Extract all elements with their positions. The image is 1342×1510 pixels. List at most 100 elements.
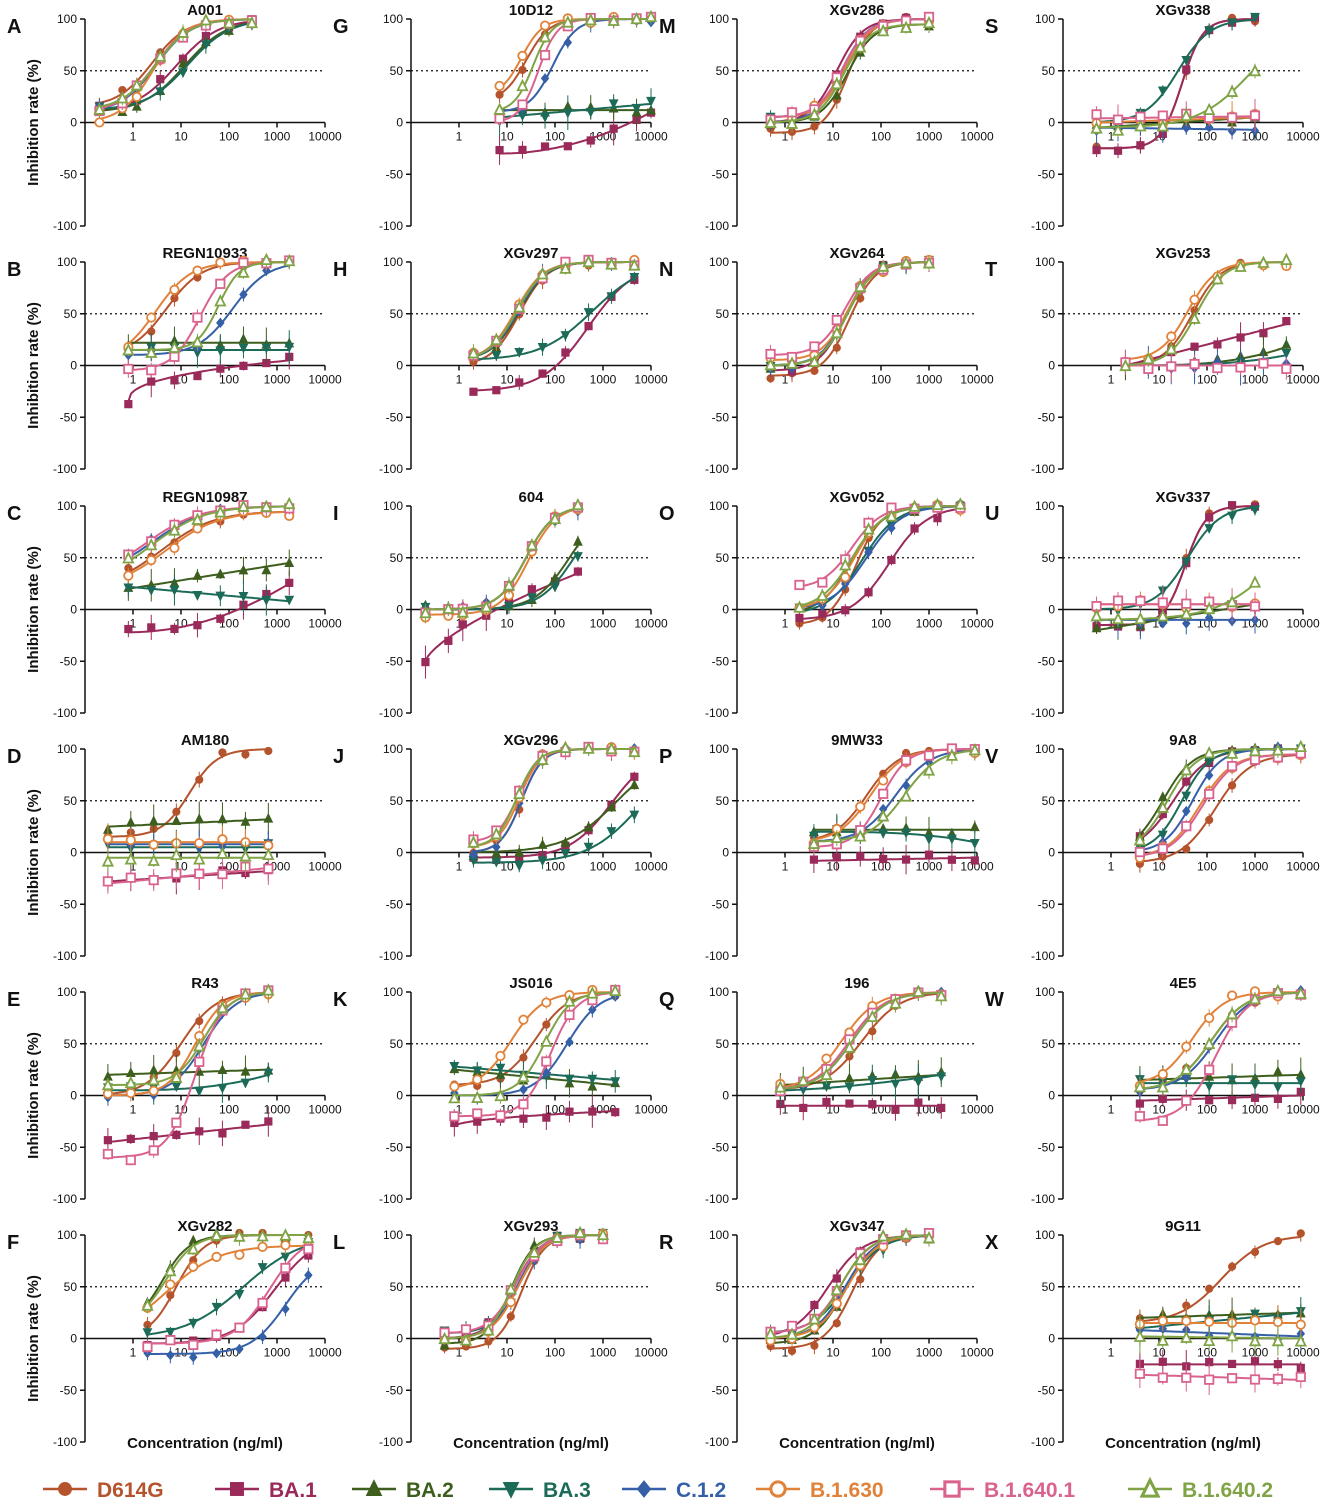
y-axis-title: Inhibition rate (%) bbox=[25, 1275, 42, 1402]
data-point bbox=[936, 1072, 947, 1083]
data-point bbox=[1281, 349, 1292, 359]
data-point bbox=[169, 284, 180, 295]
data-point bbox=[168, 523, 181, 536]
data-point bbox=[263, 863, 274, 874]
data-point bbox=[492, 841, 501, 853]
y-tick-label: -50 bbox=[1038, 1140, 1056, 1154]
data-point bbox=[444, 636, 453, 645]
legend-item-B.1.630: B.1.630 bbox=[756, 1479, 884, 1502]
data-point bbox=[537, 856, 548, 867]
y-tick-label: 100 bbox=[57, 255, 77, 269]
data-point bbox=[878, 828, 889, 839]
data-point bbox=[217, 868, 228, 880]
panel-letter: J bbox=[333, 746, 344, 768]
data-point bbox=[1189, 358, 1200, 370]
y-tick-label: 100 bbox=[709, 255, 729, 269]
data-point bbox=[264, 746, 273, 756]
data-point bbox=[280, 1240, 291, 1251]
x-tick-label: 1000 bbox=[264, 1346, 291, 1360]
panel-title: 9MW33 bbox=[831, 732, 883, 749]
data-point bbox=[245, 15, 259, 29]
data-point bbox=[218, 1129, 227, 1138]
series-B.1.640.2 bbox=[764, 15, 936, 133]
data-point bbox=[239, 987, 252, 1000]
x-tick-label: 1000 bbox=[916, 373, 943, 387]
fit-curve bbox=[1096, 126, 1255, 131]
data-point bbox=[494, 1088, 507, 1102]
series-B.1.640.2 bbox=[467, 254, 641, 363]
data-point bbox=[176, 25, 190, 38]
x-tick-label: 10 bbox=[500, 617, 514, 631]
data-point bbox=[480, 600, 493, 613]
data-point bbox=[1250, 1357, 1260, 1366]
x-tick-label: 1 bbox=[456, 373, 463, 387]
fit-curve bbox=[107, 1068, 269, 1076]
data-point bbox=[582, 254, 595, 268]
data-point bbox=[968, 742, 981, 756]
x-tick-label: 10 bbox=[500, 130, 514, 144]
fit-curve bbox=[1096, 506, 1256, 611]
data-point bbox=[1227, 1096, 1237, 1105]
data-point bbox=[868, 1027, 877, 1036]
legend: D614G BA.1 BA.2 BA.3 C.1.2 B.1.630 B.1.640.1 B.… bbox=[43, 1476, 1273, 1502]
panel-letter: X bbox=[985, 1232, 999, 1254]
data-point bbox=[166, 1291, 175, 1300]
x-tick-label: 1 bbox=[1108, 1346, 1115, 1360]
data-point bbox=[1204, 1012, 1215, 1024]
x-tick-label: 10000 bbox=[960, 860, 994, 874]
data-point bbox=[541, 997, 552, 1008]
x-tick-label: 100 bbox=[1197, 860, 1217, 874]
y-tick-label: 100 bbox=[1035, 12, 1055, 26]
data-point bbox=[588, 1004, 597, 1015]
fit-curve bbox=[770, 1234, 930, 1336]
series-B.1.640.2 bbox=[1133, 739, 1307, 849]
data-point bbox=[1119, 358, 1132, 372]
data-point bbox=[166, 1350, 175, 1361]
x-tick-label: 1 bbox=[130, 1346, 137, 1360]
y-tick-label: 0 bbox=[396, 1089, 403, 1103]
x-tick-label: 100 bbox=[1197, 1103, 1217, 1117]
x-tick-label: 10 bbox=[826, 860, 840, 874]
data-point bbox=[215, 346, 226, 357]
x-tick-label: 1 bbox=[130, 373, 137, 387]
y-tick-label: 0 bbox=[70, 1089, 77, 1103]
data-point bbox=[233, 1229, 246, 1242]
series-BA.3 bbox=[123, 574, 295, 616]
x-tick-label: 100 bbox=[1197, 130, 1217, 144]
data-point bbox=[513, 786, 526, 800]
data-point bbox=[1258, 358, 1269, 369]
data-point bbox=[1156, 1080, 1169, 1093]
data-point bbox=[807, 836, 821, 849]
data-point bbox=[845, 1099, 854, 1108]
data-point bbox=[217, 813, 228, 824]
data-point bbox=[1271, 1333, 1285, 1347]
data-point bbox=[809, 855, 818, 864]
data-point bbox=[887, 522, 896, 534]
data-point bbox=[257, 1263, 268, 1273]
x-tick-label: 10000 bbox=[308, 860, 342, 874]
data-point bbox=[495, 1050, 506, 1062]
data-point bbox=[572, 552, 583, 562]
data-point bbox=[519, 1084, 528, 1095]
data-point bbox=[518, 1099, 529, 1110]
y-tick-label: -50 bbox=[1038, 1383, 1056, 1397]
data-point bbox=[1166, 331, 1177, 342]
data-point bbox=[839, 558, 852, 571]
data-point bbox=[583, 821, 594, 832]
data-point bbox=[1204, 122, 1214, 133]
data-point bbox=[449, 1062, 460, 1072]
data-point bbox=[1111, 123, 1125, 136]
data-point bbox=[1203, 1036, 1216, 1050]
panel-title: REGN10987 bbox=[162, 489, 247, 506]
x-tick-label: 1 bbox=[782, 373, 789, 387]
data-point bbox=[194, 1086, 205, 1097]
data-point bbox=[1157, 1069, 1168, 1080]
data-point bbox=[514, 846, 525, 857]
data-point bbox=[885, 509, 898, 522]
data-point bbox=[101, 854, 115, 867]
data-point bbox=[239, 361, 248, 370]
data-point bbox=[192, 570, 203, 580]
data-point bbox=[1134, 846, 1145, 858]
